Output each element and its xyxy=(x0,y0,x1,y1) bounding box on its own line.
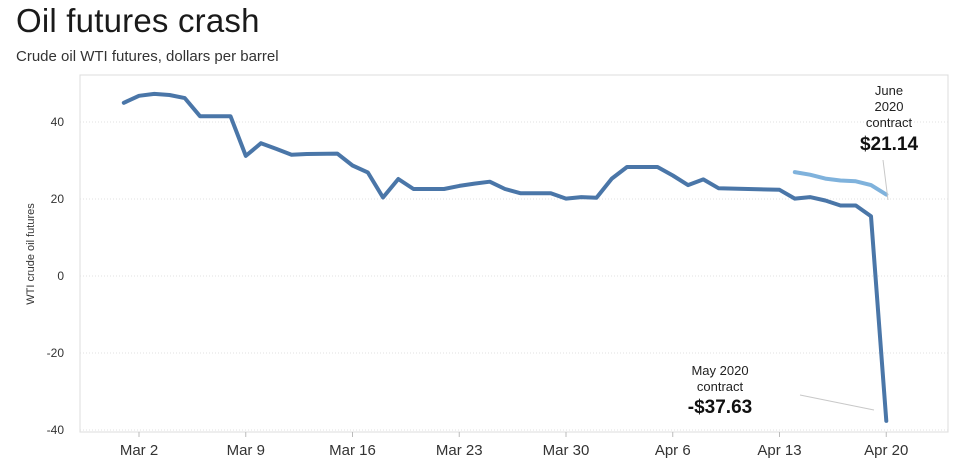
x-tick-label: Mar 16 xyxy=(329,442,376,459)
june-annotation-leader xyxy=(882,159,889,201)
y-tick-label: 20 xyxy=(51,192,65,206)
x-axis-ticks: Mar 2 Mar 9 Mar 16 Mar 23 Mar 30 Apr 6 Apr 13 A… xyxy=(120,432,908,459)
y-axis-ticks: 40 20 0 -20 -40 xyxy=(47,115,65,437)
y-tick-label: -20 xyxy=(47,346,65,360)
grid-layer xyxy=(80,121,948,431)
may-annotation-leader xyxy=(799,394,875,411)
plot-frame xyxy=(79,74,949,433)
chart-title: Oil futures crash xyxy=(16,2,260,39)
x-tick-label: Mar 2 xyxy=(120,442,158,459)
june-annotation-label-2: 2020 xyxy=(875,99,904,114)
x-tick-label: Apr 13 xyxy=(757,442,801,459)
y-axis-label: WTI crude oil futures xyxy=(25,203,37,305)
chart-subtitle: Crude oil WTI futures, dollars per barre… xyxy=(16,48,279,65)
series-layer xyxy=(121,91,889,423)
june-annotation-value: $21.14 xyxy=(860,134,919,155)
x-tick-label: Apr 20 xyxy=(864,442,908,459)
x-tick-label: Apr 6 xyxy=(655,442,691,459)
series-line-june-2020 xyxy=(792,170,889,197)
june-annotation-label-3: contract xyxy=(866,115,913,130)
series-line-may-2020 xyxy=(121,91,889,423)
y-tick-label: 40 xyxy=(51,115,65,129)
y-tick-label: -40 xyxy=(47,423,65,437)
x-tick-label: Mar 23 xyxy=(436,442,483,459)
y-tick-label: 0 xyxy=(57,269,64,283)
x-tick-label: Mar 9 xyxy=(227,442,265,459)
may-annotation-value: -$37.63 xyxy=(688,397,752,418)
x-tick-label: Mar 30 xyxy=(543,442,590,459)
may-annotation-label-2: contract xyxy=(697,379,744,394)
may-annotation-label-1: May 2020 xyxy=(691,363,748,378)
june-annotation-label-1: June xyxy=(875,83,903,98)
